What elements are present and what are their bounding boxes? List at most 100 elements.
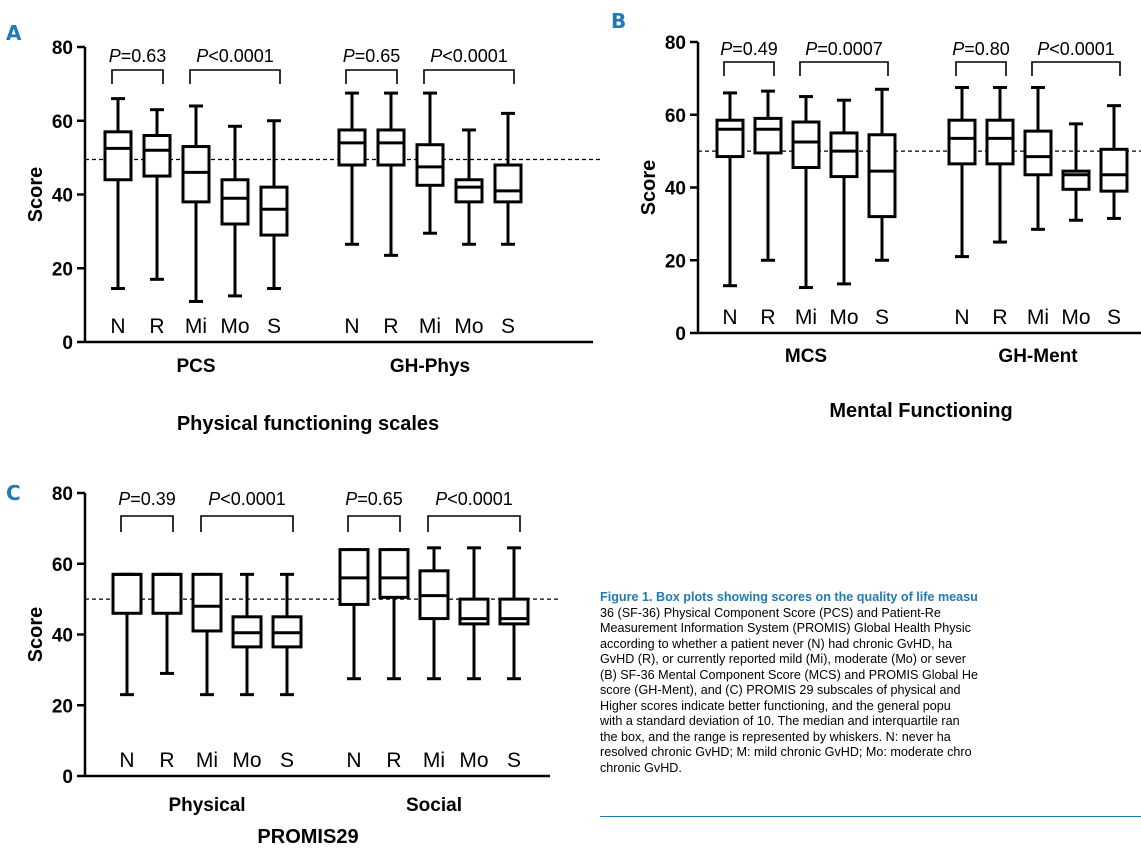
- caption-line: resolved chronic GvHD; M: mild chronic G…: [600, 745, 1141, 761]
- panel-a: A 0 20 40 60 80 Score N R Mi Mo S PCS P=0.63 P<0.0001 N…: [6, 21, 603, 435]
- caption-body: chronic GvHD.: [600, 760, 682, 775]
- p-value-label: P=0.80: [952, 39, 1010, 59]
- box-physical-mo: Mo: [231, 572, 263, 772]
- x-tick-label: R: [149, 315, 164, 338]
- iqr-box: [378, 548, 410, 599]
- box-gh-phys-n: N: [337, 91, 367, 338]
- iqr-box: [337, 128, 367, 167]
- box-physical-mi: Mi: [191, 572, 223, 772]
- significance-bracket: [200, 515, 294, 532]
- caption-line: with a standard deviation of 10. The med…: [600, 714, 1141, 730]
- iqr-box: [947, 118, 977, 166]
- panel-letter: B: [611, 9, 626, 33]
- x-tick-label: Mi: [196, 749, 218, 772]
- significance-bracket: [723, 61, 775, 76]
- x-tick-label: Mi: [423, 749, 445, 772]
- caption-line: according to whether a patient never (N)…: [600, 637, 1141, 653]
- significance-bracket: [120, 515, 174, 532]
- p-value-label: P=0.0007: [805, 39, 883, 59]
- x-tick-label: Mi: [1027, 306, 1049, 329]
- y-tick-label: 80: [52, 38, 73, 59]
- x-tick-label: R: [386, 749, 401, 772]
- x-tick-label: S: [875, 306, 889, 329]
- caption-line: chronic GvHD.: [600, 761, 1141, 777]
- box-gh-phys-mo: Mo: [454, 128, 484, 338]
- caption-body: Measurement Information System (PROMIS) …: [600, 621, 971, 635]
- significance-bracket: [423, 69, 515, 84]
- x-tick-label: Mo: [459, 749, 488, 772]
- y-tick-label: 80: [52, 484, 73, 505]
- box-pcs-s: S: [259, 119, 289, 338]
- significance-bracket: [347, 515, 401, 532]
- y-tick-label: 0: [62, 767, 73, 788]
- significance-bracket: [1031, 61, 1121, 76]
- y-tick-label: 80: [665, 33, 686, 54]
- y-tick-label: 60: [52, 555, 73, 576]
- y-tick-label: 40: [52, 186, 73, 207]
- p-value-label: P<0.0001: [435, 489, 513, 509]
- caption-line: 36 (SF-36) Physical Component Score (PCS…: [600, 606, 1141, 622]
- iqr-box: [142, 134, 172, 178]
- significance-bracket: [955, 61, 1007, 76]
- box-gh-ment-mo: Mo: [1061, 122, 1091, 329]
- p-value-label: P<0.0001: [430, 46, 508, 66]
- iqr-box: [103, 130, 133, 182]
- p-value-label: P<0.0001: [208, 489, 286, 509]
- panel-title: Physical functioning scales: [177, 413, 439, 435]
- iqr-box: [493, 163, 523, 204]
- group-label: GH-Phys: [390, 356, 470, 377]
- box-mcs-mi: Mi: [791, 95, 821, 329]
- panel-letter: A: [6, 21, 22, 45]
- y-tick-label: 20: [52, 259, 73, 280]
- x-tick-label: N: [119, 749, 134, 772]
- p-value-label: P=0.65: [345, 489, 403, 509]
- x-tick-label: R: [383, 315, 398, 338]
- box-mcs-n: N: [715, 91, 745, 329]
- iqr-box: [415, 143, 445, 187]
- caption-body: with a standard deviation of 10. The med…: [600, 714, 960, 728]
- iqr-box: [111, 572, 143, 615]
- panel-letter: C: [6, 481, 21, 505]
- caption-body: score (GH-Ment), and (C) PROMIS 29 subsc…: [600, 683, 961, 697]
- caption-body: GvHD (R), or currently reported mild (Mi…: [600, 652, 966, 666]
- caption-line: Measurement Information System (PROMIS) …: [600, 621, 1141, 637]
- x-tick-label: Mo: [829, 306, 858, 329]
- box-pcs-n: N: [103, 97, 133, 338]
- y-tick-label: 40: [665, 179, 686, 200]
- x-tick-label: S: [267, 315, 281, 338]
- caption-title: Figure 1. Box plots showing scores on th…: [600, 590, 978, 604]
- x-tick-label: N: [346, 749, 361, 772]
- p-value-label: P<0.0001: [1037, 39, 1115, 59]
- iqr-box: [715, 118, 745, 159]
- significance-bracket: [111, 69, 164, 84]
- x-tick-label: N: [344, 315, 359, 338]
- group-label: PCS: [176, 356, 215, 377]
- x-tick-label: R: [159, 749, 174, 772]
- caption-line: Higher scores indicate better functionin…: [600, 699, 1141, 715]
- iqr-box: [829, 131, 859, 179]
- box-gh-ment-n: N: [947, 85, 977, 329]
- box-gh-phys-mi: Mi: [415, 91, 445, 338]
- box-social-mo: Mo: [458, 546, 490, 772]
- x-tick-label: Mi: [795, 306, 817, 329]
- box-mcs-r: R: [753, 89, 783, 329]
- iqr-box: [259, 185, 289, 237]
- box-pcs-r: R: [142, 108, 172, 338]
- x-tick-label: S: [1107, 306, 1121, 329]
- p-value-label: P=0.63: [109, 46, 167, 66]
- y-tick-label: 60: [52, 112, 73, 133]
- box-mcs-s: S: [867, 87, 897, 329]
- box-gh-ment-r: R: [985, 85, 1015, 329]
- x-tick-label: Mo: [232, 749, 261, 772]
- iqr-box: [791, 120, 821, 169]
- x-tick-label: Mi: [419, 315, 441, 338]
- caption-line: score (GH-Ment), and (C) PROMIS 29 subsc…: [600, 683, 1141, 699]
- x-tick-label: Mo: [454, 315, 483, 338]
- caption-bottom-rule: [600, 816, 1141, 817]
- caption-body: according to whether a patient never (N)…: [600, 636, 953, 651]
- y-tick-label: 40: [52, 626, 73, 647]
- iqr-box: [985, 118, 1015, 166]
- caption-body: resolved chronic GvHD; M: mild chronic G…: [600, 745, 972, 759]
